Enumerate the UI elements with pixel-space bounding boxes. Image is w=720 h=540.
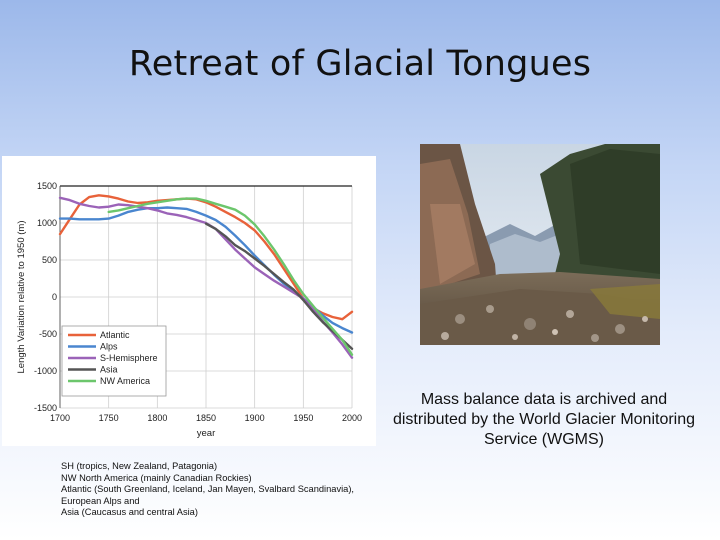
glacier-length-chart: 1500 1000 500 0 -500 -1000 -1500 1700 1750 1800 18…: [2, 156, 376, 446]
note-line: NW North America (mainly Canadian Rockie…: [61, 472, 252, 483]
glacial-valley-photo: [420, 144, 660, 345]
series-line-asia: [204, 222, 354, 351]
y-tick-label: -500: [39, 329, 57, 339]
legend-entry: NW America: [100, 376, 150, 386]
x-tick-label: 1700: [50, 413, 70, 423]
y-axis-label: Length Variation relative to 1950 (m): [16, 221, 27, 374]
y-tick-label: 1500: [37, 181, 57, 191]
slide-title: Retreat of Glacial Tongues: [128, 44, 592, 84]
legend-entry: S-Hemisphere: [100, 353, 158, 363]
note-line: Asia (Caucasus and central Asia): [61, 507, 198, 518]
legend-box: [61, 325, 167, 397]
x-axis-label: year: [197, 428, 215, 439]
legend-entry: Asia: [100, 365, 118, 375]
legend-entry: Alps: [100, 342, 118, 352]
x-tick-label: 2000: [342, 413, 362, 423]
x-tick-label: 1750: [99, 413, 119, 423]
y-tick-label: 0: [52, 292, 57, 302]
x-tick-label: 1800: [147, 413, 167, 423]
photo-illustration: [420, 144, 660, 345]
slide-caption: Mass balance data is archived and distri…: [392, 391, 696, 448]
x-tick-label: 1950: [293, 413, 313, 423]
y-tick-label: -1500: [34, 403, 57, 413]
chart-series: [58, 194, 354, 359]
x-tick-label: 1850: [196, 413, 216, 423]
y-tick-label: 1000: [37, 218, 57, 228]
legend-entry: Atlantic: [100, 330, 130, 340]
region-notes: SH (tropics, New Zealand, Patagonia) NW …: [61, 461, 421, 519]
x-tick-label: 1900: [245, 413, 265, 423]
y-tick-label: -1000: [34, 366, 57, 376]
y-tick-label: 500: [42, 255, 57, 265]
note-line: SH (tropics, New Zealand, Patagonia): [61, 461, 218, 471]
note-line: European Alps and: [61, 495, 140, 506]
note-line: Atlantic (South Greenland, Iceland, Jan …: [61, 484, 355, 495]
series-line-nw-america: [107, 197, 354, 356]
